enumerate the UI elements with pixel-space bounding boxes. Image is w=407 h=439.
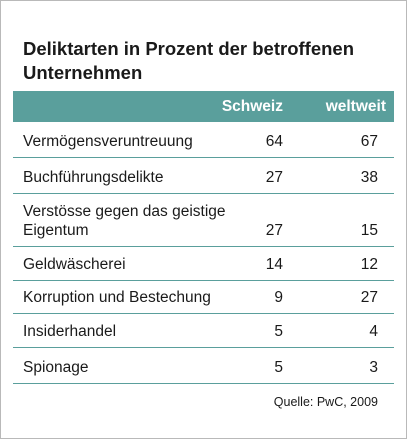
cell-schweiz: 5 [274, 323, 283, 340]
cell-schweiz: 27 [265, 222, 283, 239]
table-row: Insiderhandel 5 4 [13, 314, 394, 348]
cell-schweiz: 5 [274, 359, 283, 376]
cell-schweiz: 64 [265, 133, 283, 150]
row-label: Geldwäscherei [23, 256, 126, 273]
column-header-weltweit: weltweit [325, 98, 386, 115]
table-row: Geldwäscherei 14 12 [13, 247, 394, 281]
table-header: Schweiz weltweit [13, 91, 394, 122]
table-row: Vermögensveruntreuung 64 67 [13, 122, 394, 158]
source-note: Quelle: PwC, 2009 [273, 395, 378, 409]
chart-title: Deliktarten in Prozent der betroffenen U… [23, 38, 354, 83]
cell-schweiz: 27 [265, 169, 283, 186]
row-label: Buchführungsdelikte [23, 169, 164, 186]
row-divider [13, 383, 394, 384]
table-row: Verstösse gegen das geistige Eigentum 27… [13, 194, 394, 247]
cell-weltweit: 4 [369, 323, 378, 340]
cell-schweiz: 9 [274, 289, 283, 306]
cell-weltweit: 38 [360, 169, 378, 186]
row-label: Korruption und Bestechung [23, 289, 211, 306]
row-divider [13, 246, 394, 247]
cell-weltweit: 15 [360, 222, 378, 239]
table-row: Korruption und Bestechung 9 27 [13, 281, 394, 314]
cell-weltweit: 67 [360, 133, 378, 150]
table-row: Buchführungsdelikte 27 38 [13, 158, 394, 194]
column-header-schweiz: Schweiz [221, 98, 283, 115]
row-divider [13, 193, 394, 194]
row-label: Spionage [23, 359, 89, 376]
cell-weltweit: 12 [360, 256, 378, 273]
cell-weltweit: 27 [360, 289, 378, 306]
row-label: Insiderhandel [23, 323, 117, 340]
row-divider [13, 280, 394, 281]
table-row: Spionage 5 3 [13, 348, 394, 384]
cell-schweiz: 14 [265, 256, 283, 273]
row-divider [13, 347, 394, 348]
row-divider [13, 157, 394, 158]
row-divider [13, 313, 394, 314]
row-label: Vermögensveruntreuung [23, 133, 193, 150]
cell-weltweit: 3 [369, 359, 378, 376]
row-label: Verstösse gegen das geistige Eigentum [23, 203, 226, 239]
